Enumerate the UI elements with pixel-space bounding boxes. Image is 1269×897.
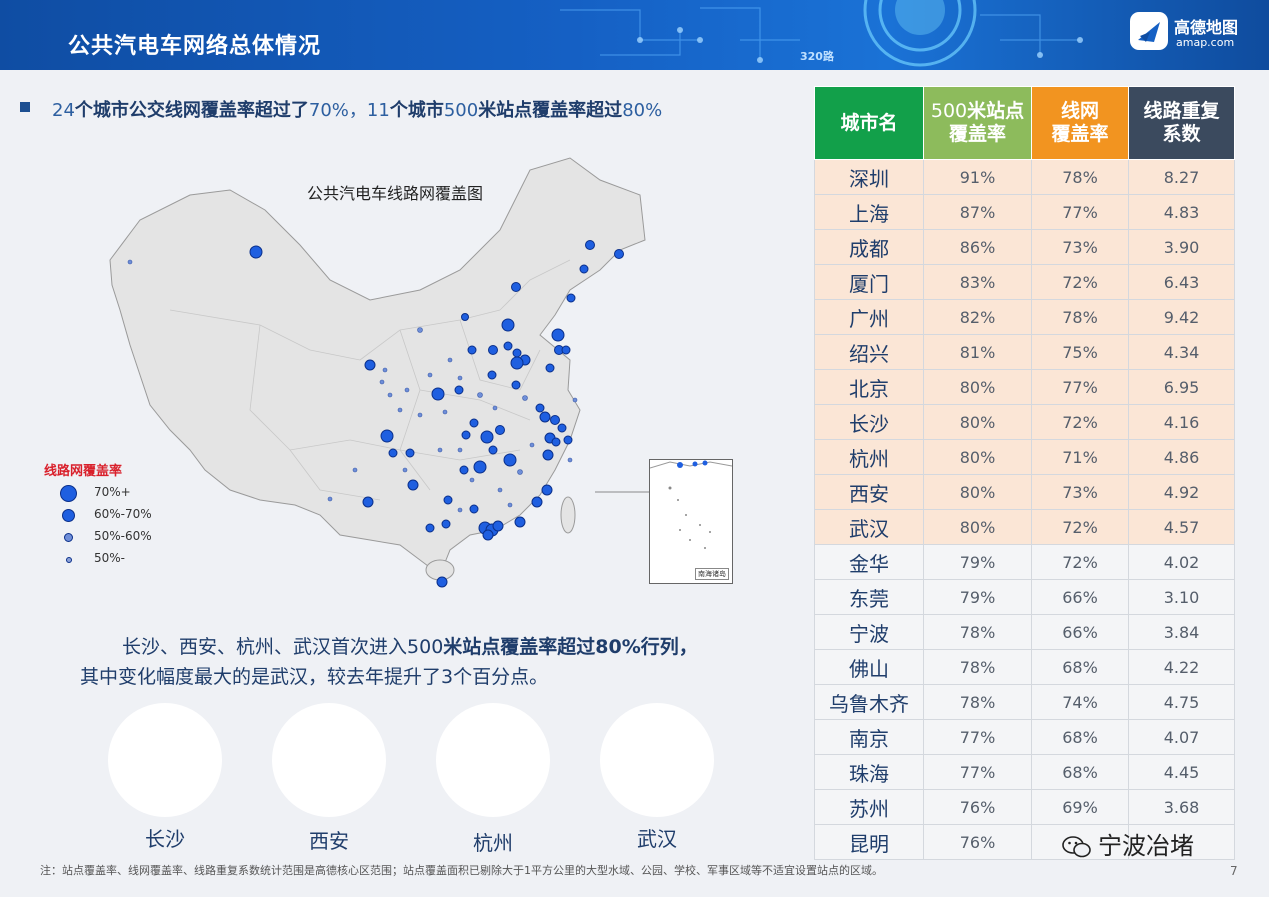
amap-logo-icon	[1130, 12, 1168, 50]
city-stats-table: 城市名 500米站点 覆盖率 线网 覆盖率 线路重复 系数 深圳 91% 78% 8.27 …	[814, 86, 1235, 860]
city-label-wuhan: 武汉	[637, 827, 677, 851]
table-row: 南京 77% 68% 4.07	[814, 719, 1235, 755]
wechat-icon	[1062, 836, 1091, 858]
circuit-decoration	[560, 0, 1083, 67]
table-row: 深圳 91% 78% 8.27	[814, 159, 1235, 195]
legend-item: 50%-60%	[44, 527, 152, 549]
city-circle-wuhan	[600, 703, 714, 817]
amap-logo: 高德地图 amap.com	[1130, 10, 1260, 56]
header-station-coverage: 500米站点 覆盖率	[923, 86, 1032, 160]
map-legend: 线路网覆盖率 70%+ 60%-70% 50%-60% 50%-	[44, 460, 152, 571]
city-circle-hangzhou	[436, 703, 550, 817]
table-row: 厦门 83% 72% 6.43	[814, 264, 1235, 300]
south-china-sea-inset: 南海诸岛	[649, 459, 733, 584]
city-circle-changsha	[108, 703, 222, 817]
page-title: 公共汽电车网络总体情况	[68, 34, 322, 59]
china-map	[109, 157, 649, 588]
city-label-xian: 西安	[309, 829, 349, 853]
legend-dot-tiny	[66, 557, 72, 563]
table-row: 苏州 76% 69% 3.68	[814, 789, 1235, 825]
table-row: 长沙 80% 72% 4.16	[814, 404, 1235, 440]
city-circle-xian	[272, 703, 386, 817]
small-city-dots	[127, 259, 578, 513]
map-title: 公共汽电车线路网覆盖图	[307, 184, 484, 203]
header-line-coverage: 线网 覆盖率	[1031, 86, 1129, 160]
inset-islands	[649, 460, 733, 549]
header-city: 城市名	[814, 86, 924, 160]
table-row: 武汉 80% 72% 4.57	[814, 509, 1235, 545]
table-row: 乌鲁木齐 78% 74% 4.75	[814, 684, 1235, 720]
table-row: 佛山 78% 68% 4.22	[814, 649, 1235, 685]
wechat-watermark: 宁波冶堵	[1062, 826, 1194, 861]
page-number: 7	[1230, 864, 1238, 878]
table-row: 珠海 77% 68% 4.45	[814, 754, 1235, 790]
city-label-changsha: 长沙	[145, 827, 185, 851]
city-label-hangzhou: 杭州	[473, 831, 513, 855]
table-row: 东莞 79% 66% 3.10	[814, 579, 1235, 615]
inset-label: 南海诸岛	[695, 568, 729, 580]
table-row: 上海 87% 77% 4.83	[814, 194, 1235, 230]
logo-text-en: amap.com	[1176, 36, 1235, 49]
legend-dot-small	[64, 533, 73, 542]
table-row: 广州 82% 78% 9.42	[814, 299, 1235, 335]
legend-title: 线路网覆盖率	[44, 464, 123, 479]
table-row: 宁波 78% 66% 3.84	[814, 614, 1235, 650]
header-repeat-coefficient: 线路重复 系数	[1128, 86, 1235, 160]
legend-dot-medium	[62, 509, 75, 522]
table-row: 金华 79% 72% 4.02	[814, 544, 1235, 580]
taiwan-island	[560, 496, 576, 534]
table-row: 北京 80% 77% 6.95	[814, 369, 1235, 405]
footnote: 注：站点覆盖率、线网覆盖率、线路重复系数统计范围是高德核心区范围；站点覆盖面积已…	[40, 864, 883, 877]
logo-text-cn: 高德地图	[1174, 18, 1239, 37]
summary-paragraph: 长沙、西安、杭州、武汉首次进入500米站点覆盖率超过80%行列， 其中变化幅度最…	[80, 636, 698, 688]
legend-item: 60%-70%	[44, 505, 152, 527]
legend-dot-large	[60, 485, 77, 502]
table-row: 绍兴 81% 75% 4.34	[814, 334, 1235, 370]
table-row: 西安 80% 73% 4.92	[814, 474, 1235, 510]
table-row: 成都 86% 73% 3.90	[814, 229, 1235, 265]
bullet-square-icon	[20, 102, 30, 112]
city-dots	[249, 240, 624, 588]
table-row: 杭州 80% 71% 4.86	[814, 439, 1235, 475]
legend-item: 50%-	[44, 549, 125, 571]
headline: 24个城市公交线网覆盖率超过了70%，11个城市500米站点覆盖率超过80%	[52, 100, 663, 121]
legend-item: 70%+	[44, 483, 131, 505]
road-sign-text: 320路	[800, 50, 834, 63]
header-banner: 公共汽电车网络总体情况 320路 高德地图 amap.com	[0, 0, 1269, 70]
